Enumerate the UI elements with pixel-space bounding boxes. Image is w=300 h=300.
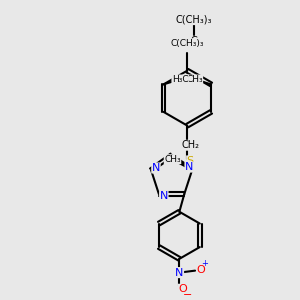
Text: CH₂: CH₂ — [181, 140, 199, 150]
Text: CH₃: CH₃ — [164, 155, 181, 164]
Text: N: N — [175, 268, 184, 278]
Text: O: O — [178, 284, 187, 294]
Text: CH₃: CH₃ — [186, 75, 203, 84]
Text: H₃C: H₃C — [172, 75, 188, 84]
Text: C(CH₃)₃: C(CH₃)₃ — [176, 15, 212, 25]
Text: +: + — [201, 259, 208, 268]
Text: N: N — [160, 191, 168, 201]
Text: C: C — [191, 36, 197, 46]
Text: N: N — [152, 163, 160, 173]
Text: −: − — [182, 290, 192, 300]
Text: N: N — [185, 162, 194, 172]
Text: O: O — [196, 265, 205, 275]
Text: S: S — [187, 156, 194, 166]
Text: C(CH₃)₃: C(CH₃)₃ — [170, 39, 204, 48]
